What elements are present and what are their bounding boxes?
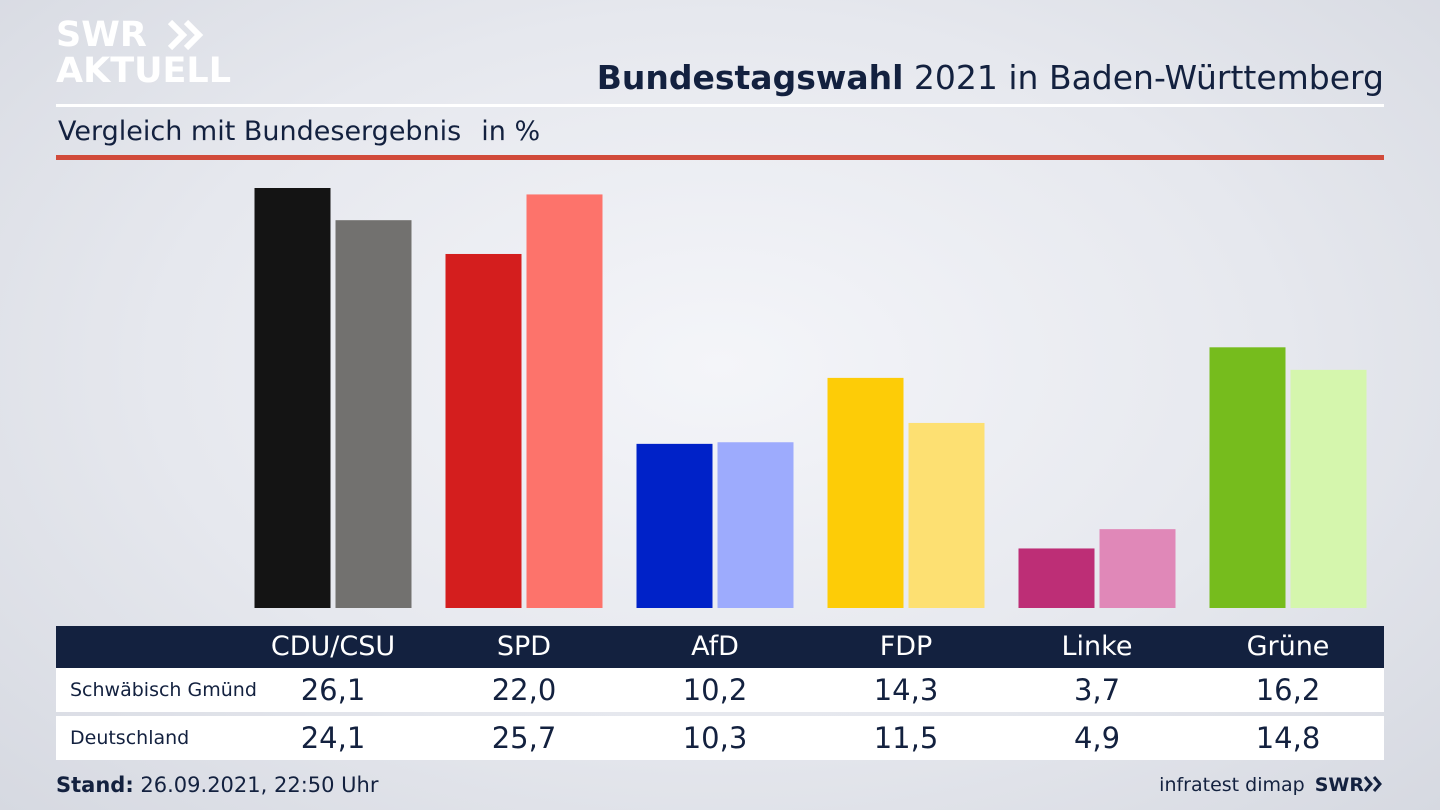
- table-cell: 4,9: [1073, 721, 1121, 755]
- bar-national-spd: [526, 194, 603, 609]
- stand-label: Stand:: [56, 773, 134, 797]
- title-rest: 2021 in Baden-Württemberg: [903, 58, 1384, 97]
- table-cell: 3,7: [1073, 673, 1121, 707]
- row-label: Deutschland: [70, 727, 190, 749]
- table-cell: 11,5: [873, 721, 939, 755]
- unit-label: in %: [481, 116, 541, 147]
- bar-local-linke: [1018, 548, 1095, 608]
- source-credit: infratest dimap SWR: [1159, 770, 1384, 800]
- table-cell: 10,3: [682, 721, 748, 755]
- bar-national-afd: [717, 442, 794, 608]
- table-cell: 16,2: [1255, 673, 1321, 707]
- column-header: AfD: [691, 631, 739, 662]
- row-label: Schwäbisch Gmünd: [70, 679, 257, 701]
- chart-subtitle: Vergleich mit Bundesergebnis in %: [58, 114, 540, 150]
- table-cell: 22,0: [491, 673, 557, 707]
- bar-local-afd: [636, 443, 713, 608]
- table-cell: 25,7: [491, 721, 557, 755]
- bar-national-linke: [1099, 529, 1176, 608]
- bar-national-cdu-csu: [335, 220, 412, 609]
- stand-value: 26.09.2021, 22:50 Uhr: [133, 773, 379, 797]
- column-header: SPD: [496, 631, 552, 662]
- source-text: infratest dimap: [1159, 774, 1305, 796]
- subtitle-text: Vergleich mit Bundesergebnis: [58, 116, 462, 147]
- bar-national-gr-ne: [1290, 369, 1367, 608]
- results-table: CDU/CSU SPD AfD FDP Linke Grüne Schwäbisch Gm…: [56, 626, 1384, 760]
- bar-local-fdp: [827, 377, 904, 608]
- table-header: CDU/CSU SPD AfD FDP Linke Grüne: [56, 626, 1384, 668]
- header-divider: [56, 104, 1384, 107]
- table-row: Schwäbisch Gmünd 26,1 22,0 10,2 14,3 3,7 16,2: [56, 668, 1384, 712]
- table-row: Deutschland 24,1 25,7 10,3 11,5 4,9 14,8: [56, 716, 1384, 760]
- title-bold: Bundestagswahl: [596, 58, 904, 97]
- table-cell: 10,2: [682, 673, 748, 707]
- bar-local-spd: [445, 253, 522, 609]
- table-cell: 14,8: [1255, 721, 1321, 755]
- table-cell: 14,3: [873, 673, 939, 707]
- bar-local-cdu-csu: [254, 188, 331, 608]
- column-header: CDU/CSU: [270, 631, 396, 662]
- column-header: FDP: [879, 631, 933, 662]
- swr-aktuell-logo: SWR AKTUELL: [56, 15, 231, 91]
- bar-local-gr-ne: [1209, 347, 1286, 608]
- column-header: Linke: [1061, 631, 1133, 662]
- table-cell: 26,1: [300, 673, 366, 707]
- timestamp: Stand: 26.09.2021, 22:50 Uhr: [56, 770, 379, 800]
- column-header: Grüne: [1246, 631, 1330, 662]
- accent-divider: [56, 155, 1384, 160]
- bar-national-fdp: [908, 422, 985, 608]
- logo-line-2: AKTUELL: [56, 51, 232, 91]
- brand-text: SWR: [1314, 774, 1364, 796]
- table-cell: 24,1: [300, 721, 366, 755]
- brand-chevrons-icon: [1363, 776, 1382, 792]
- logo-line-1: SWR: [56, 15, 147, 55]
- bar-chart: [254, 188, 1367, 609]
- page-title: Bundestagswahl 2021 in Baden-Württemberg: [597, 58, 1384, 98]
- logo-chevrons-icon: [168, 20, 204, 50]
